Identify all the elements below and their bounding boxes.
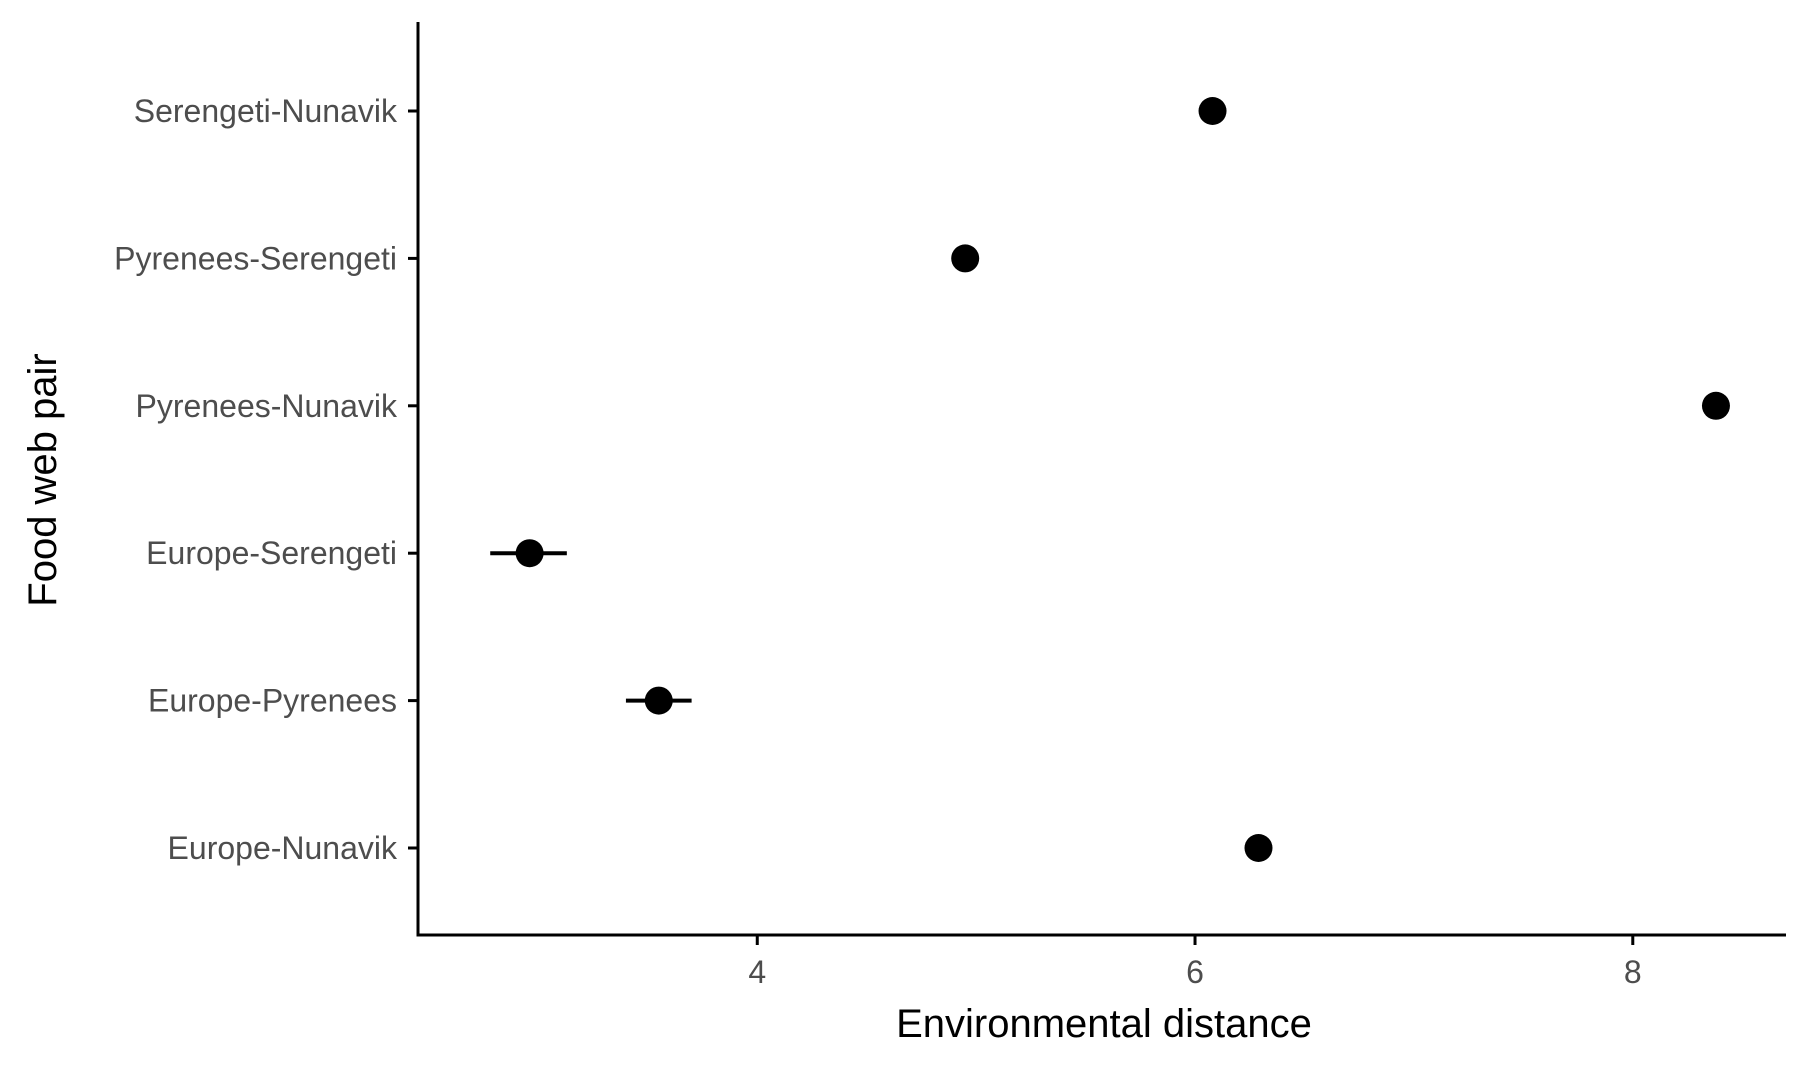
data-point xyxy=(515,539,544,568)
y-axis-title: Food web pair xyxy=(21,353,65,606)
y-axis-ticks xyxy=(408,109,418,850)
y-tick-label: Pyrenees-Serengeti xyxy=(114,240,397,276)
data-point xyxy=(644,686,673,715)
data-point xyxy=(1244,834,1273,862)
y-tick-label: Serengeti-Nunavik xyxy=(134,93,398,129)
x-tick-label: 6 xyxy=(1186,954,1204,990)
data-point xyxy=(1198,97,1227,125)
y-tick-label: Europe-Nunavik xyxy=(168,830,398,866)
data-point xyxy=(1701,391,1730,420)
y-tick-label: Europe-Pyrenees xyxy=(148,683,397,719)
y-axis-tick-labels: Europe-Nunavik Europe-Pyrenees Europe-Sere… xyxy=(114,93,398,866)
x-axis-tick-labels: 4 6 8 xyxy=(748,954,1641,990)
x-tick-label: 8 xyxy=(1624,954,1642,990)
x-axis-title: Environmental distance xyxy=(896,1002,1312,1046)
y-tick-label: Europe-Serengeti xyxy=(146,535,397,571)
x-tick-label: 4 xyxy=(748,954,766,990)
data-points xyxy=(515,97,1730,862)
x-axis-ticks xyxy=(755,935,1635,945)
data-point xyxy=(951,244,980,273)
y-tick-label: Pyrenees-Nunavik xyxy=(136,388,398,424)
